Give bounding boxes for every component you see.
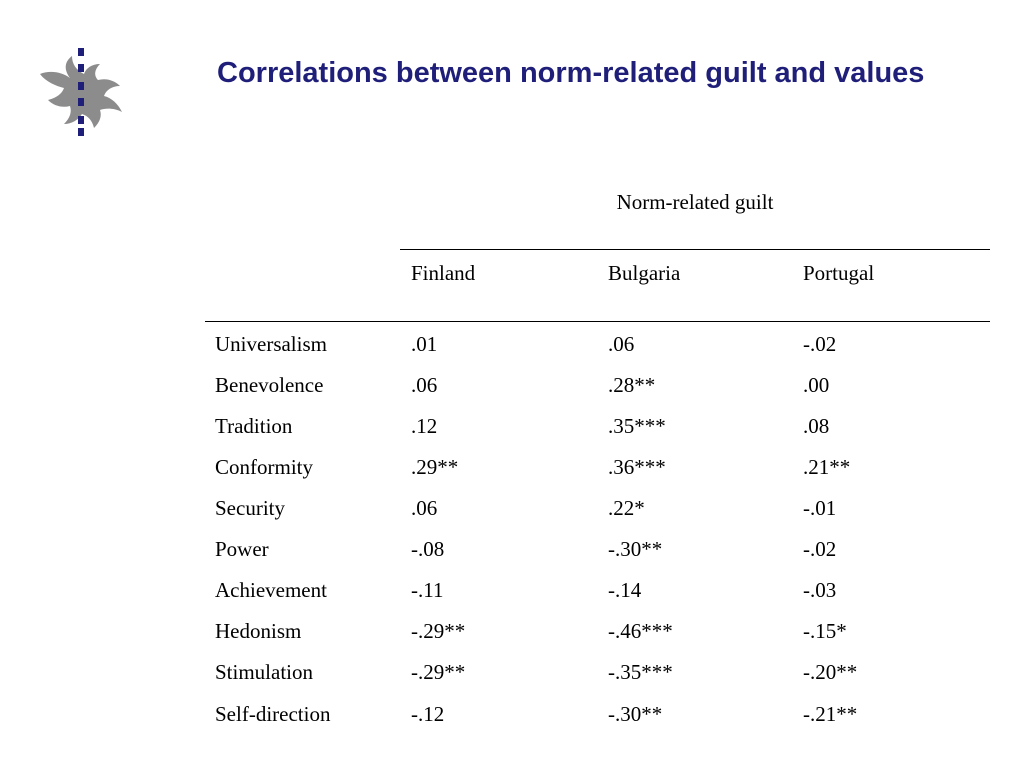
cell-finland: -.12 [411, 702, 445, 726]
column-header-finland: Finland [411, 261, 476, 285]
cell-portugal: -.03 [803, 578, 837, 602]
cell-bulgaria: -.30** [608, 702, 663, 726]
row-label: Universalism [215, 332, 327, 356]
cell-portugal: -.02 [803, 537, 837, 561]
table-rule-header [205, 321, 990, 322]
row-label: Security [215, 496, 285, 520]
table-rule-top [400, 249, 990, 250]
university-flame-logo-icon [40, 48, 122, 136]
cell-finland: .29** [411, 455, 459, 479]
cell-finland: -.29** [411, 619, 466, 643]
row-label: Achievement [215, 578, 327, 602]
cell-finland: -.11 [411, 578, 444, 602]
cell-portugal: .21** [803, 455, 851, 479]
cell-bulgaria: .35*** [608, 414, 666, 438]
row-label: Power [215, 537, 269, 561]
cell-finland: .06 [411, 373, 438, 397]
cell-bulgaria: -.14 [608, 578, 642, 602]
cell-bulgaria: .06 [608, 332, 635, 356]
cell-portugal: .00 [803, 373, 830, 397]
cell-bulgaria: -.30** [608, 537, 663, 561]
cell-portugal: -.21** [803, 702, 858, 726]
row-label: Benevolence [215, 373, 324, 397]
cell-finland: .12 [411, 414, 438, 438]
cell-bulgaria: -.35*** [608, 660, 673, 684]
cell-finland: .06 [411, 496, 438, 520]
cell-bulgaria: -.46*** [608, 619, 673, 643]
row-label: Self-direction [215, 702, 331, 726]
cell-portugal: -.01 [803, 496, 837, 520]
cell-finland: -.29** [411, 660, 466, 684]
cell-portugal: -.20** [803, 660, 858, 684]
cell-bulgaria: .36*** [608, 455, 666, 479]
cell-bulgaria: .28** [608, 373, 656, 397]
column-header-portugal: Portugal [803, 261, 875, 285]
cell-bulgaria: .22* [608, 496, 645, 520]
slide-title: Correlations between norm-related guilt … [217, 57, 925, 89]
row-label: Hedonism [215, 619, 302, 643]
cell-portugal: -.15* [803, 619, 847, 643]
cell-finland: -.08 [411, 537, 445, 561]
cell-finland: .01 [411, 332, 438, 356]
column-header-bulgaria: Bulgaria [608, 261, 681, 285]
cell-portugal: -.02 [803, 332, 837, 356]
row-label: Stimulation [215, 660, 314, 684]
cell-portugal: .08 [803, 414, 830, 438]
row-label: Tradition [215, 414, 293, 438]
group-header: Norm-related guilt [616, 190, 774, 214]
row-label: Conformity [215, 455, 313, 479]
